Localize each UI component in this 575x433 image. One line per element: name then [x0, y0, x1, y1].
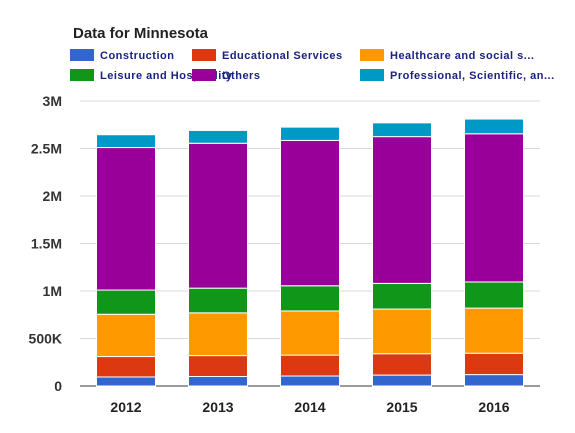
legend-label: Professional, Scientific, an... [390, 70, 555, 82]
bar-segment[interactable] [464, 118, 524, 135]
y-tick-label: 2M [43, 188, 62, 204]
bar-segment[interactable] [96, 313, 156, 358]
bar-segment[interactable] [372, 374, 432, 387]
bar-segment[interactable] [188, 142, 248, 289]
y-tick-label: 1.5M [31, 236, 62, 252]
legend-swatch [360, 49, 384, 61]
bar-segment[interactable] [372, 136, 432, 284]
legend-item[interactable]: Others [192, 69, 260, 82]
x-tick-label: 2016 [478, 399, 509, 415]
legend-item[interactable]: Construction [70, 49, 174, 62]
bar-segment[interactable] [188, 355, 248, 378]
legend-item[interactable]: Professional, Scientific, an... [360, 69, 555, 82]
bar-segment[interactable] [280, 285, 340, 312]
x-tick-label: 2012 [110, 399, 141, 415]
legend-swatch [192, 69, 216, 81]
bar-segment[interactable] [96, 289, 156, 315]
bar-segment[interactable] [372, 122, 432, 138]
bar-segment[interactable] [464, 352, 524, 376]
x-tick-label: 2013 [202, 399, 233, 415]
bar-segment[interactable] [464, 307, 524, 354]
bar-segment[interactable] [464, 374, 524, 387]
legend-swatch [70, 49, 94, 61]
legend-label: Educational Services [222, 50, 343, 62]
bar-stack[interactable] [280, 126, 340, 387]
legend-swatch [192, 49, 216, 61]
y-tick-label: 1M [43, 283, 62, 299]
bar-segment[interactable] [96, 356, 156, 378]
x-axis: 2012 2013 2014 2015 2016 [110, 399, 509, 415]
bar-segment[interactable] [464, 281, 524, 309]
legend: Construction Educational Services Healthca… [70, 49, 555, 82]
bar-segment[interactable] [188, 129, 248, 144]
y-tick-label: 2.5M [31, 141, 62, 157]
bar-segment[interactable] [372, 282, 432, 310]
bar-segment[interactable] [280, 139, 340, 287]
legend-item[interactable]: Educational Services [192, 49, 343, 62]
bar-stack[interactable] [372, 122, 432, 387]
x-tick-label: 2014 [294, 399, 325, 415]
bar-segment[interactable] [464, 133, 524, 283]
legend-swatch [360, 69, 384, 81]
bar-segment[interactable] [280, 126, 340, 141]
bar-segment[interactable] [188, 287, 248, 314]
bar-segment[interactable] [188, 312, 248, 357]
bars [96, 118, 524, 387]
y-tick-label: 500K [29, 331, 62, 347]
bar-segment[interactable] [280, 354, 340, 377]
x-tick-label: 2015 [386, 399, 417, 415]
legend-swatch [70, 69, 94, 81]
legend-label: Construction [100, 50, 174, 62]
bar-stack[interactable] [464, 118, 524, 387]
legend-item[interactable]: Healthcare and social s... [360, 49, 534, 62]
bar-segment[interactable] [96, 147, 156, 291]
chart-title: Data for Minnesota [73, 25, 209, 42]
y-tick-label: 0 [54, 378, 62, 394]
bar-segment[interactable] [372, 308, 432, 355]
bar-segment[interactable] [96, 134, 156, 149]
bar-segment[interactable] [188, 376, 248, 387]
y-axis: 0 500K 1M 1.5M 2M 2.5M 3M [29, 93, 63, 394]
y-tick-label: 3M [43, 93, 62, 109]
bar-stack[interactable] [188, 129, 248, 387]
legend-label: Others [222, 70, 260, 82]
legend-label: Healthcare and social s... [390, 50, 534, 62]
bar-stack[interactable] [96, 134, 156, 387]
bar-segment[interactable] [372, 353, 432, 376]
bar-segment[interactable] [280, 310, 340, 356]
bar-segment[interactable] [280, 375, 340, 387]
bar-segment[interactable] [96, 376, 156, 387]
